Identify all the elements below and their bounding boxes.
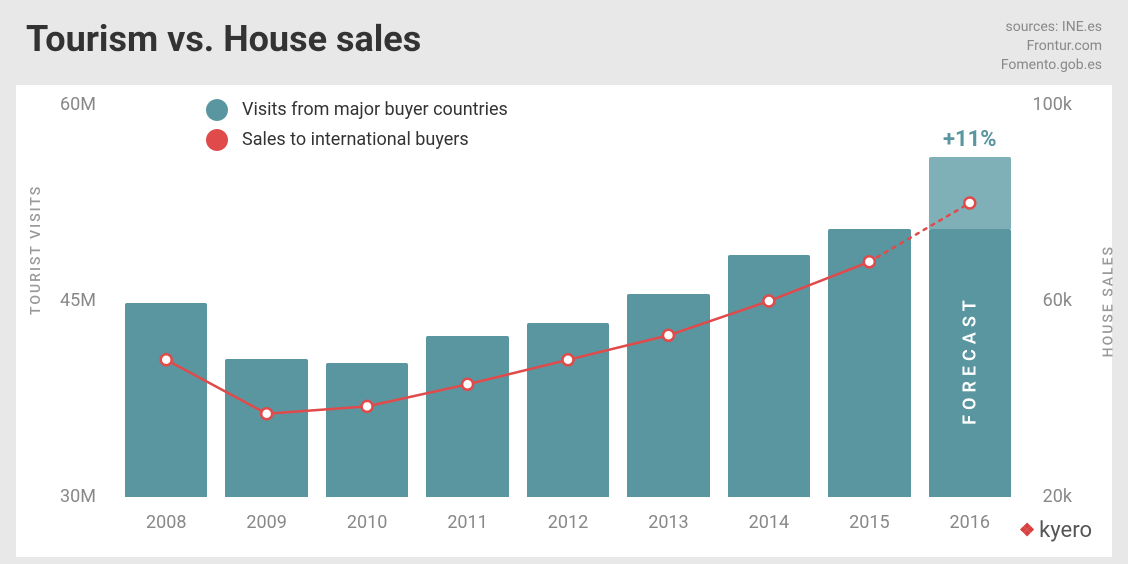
x-tick: 2015 xyxy=(849,512,889,533)
sources-block: sources: INE.es Frontur.com Fomento.gob.… xyxy=(1001,18,1102,75)
y-left-label: TOURIST VISITS xyxy=(28,184,44,314)
annotation: +11% xyxy=(943,127,997,152)
y-right-label: HOUSE SALES xyxy=(1100,245,1116,357)
source-2: Fomento.gob.es xyxy=(1001,57,1102,73)
y-right-tick: 100k xyxy=(1033,94,1072,115)
bar-forecast xyxy=(929,157,1011,229)
x-tick: 2008 xyxy=(146,512,186,533)
bar xyxy=(728,255,810,497)
y-left-tick: 45M xyxy=(60,290,96,311)
y-right-tick: 60k xyxy=(1043,290,1072,311)
chart-title: Tourism vs. House sales xyxy=(26,18,421,60)
bar xyxy=(225,359,307,496)
x-tick: 2012 xyxy=(548,512,588,533)
brand-logo-mark: ❖ xyxy=(1019,520,1035,541)
x-tick: 2010 xyxy=(347,512,387,533)
brand-logo: ❖ kyero xyxy=(1019,518,1092,543)
chart-card: Visits from major buyer countries Sales … xyxy=(16,85,1112,557)
source-0: INE.es xyxy=(1062,19,1102,35)
bar xyxy=(326,363,408,496)
y-left-tick: 60M xyxy=(60,94,96,115)
y-right-tick: 20k xyxy=(1043,486,1072,507)
bar xyxy=(125,303,207,496)
sources-prefix: sources: xyxy=(1006,19,1059,35)
bar xyxy=(426,336,508,497)
bar xyxy=(828,229,910,497)
x-tick: 2009 xyxy=(246,512,286,533)
plot-area: FORECAST +11% xyxy=(116,105,1020,497)
y-left-tick: 30M xyxy=(60,486,96,507)
x-tick: 2011 xyxy=(447,512,487,533)
source-1: Frontur.com xyxy=(1027,38,1102,54)
forecast-label: FORECAST xyxy=(959,241,980,479)
x-tick: 2013 xyxy=(648,512,688,533)
bar xyxy=(527,323,609,497)
bar xyxy=(627,294,709,497)
chart-header: Tourism vs. House sales sources: INE.es … xyxy=(0,0,1128,85)
x-tick: 2014 xyxy=(749,512,789,533)
x-tick: 2016 xyxy=(950,512,990,533)
brand-logo-text: kyero xyxy=(1039,518,1092,543)
